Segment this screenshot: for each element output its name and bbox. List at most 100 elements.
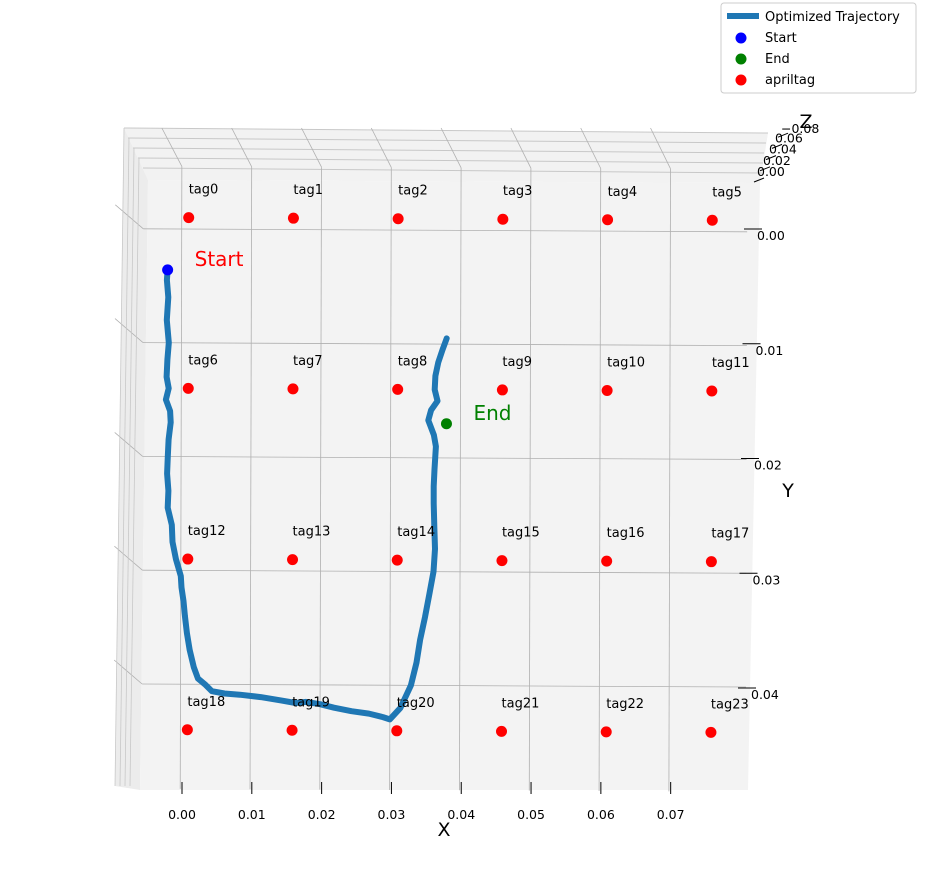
z-pane-gridline: [510, 127, 532, 169]
z-tick-label: 0.04: [769, 142, 797, 157]
apriltag-label: tag3: [503, 184, 533, 199]
apriltag-label: tag22: [606, 697, 644, 712]
apriltag-label: tag12: [188, 524, 226, 539]
apriltag-label: tag19: [292, 695, 330, 710]
apriltag-label: tag18: [187, 695, 225, 710]
apriltag-point: [600, 726, 612, 738]
apriltag-point: [497, 213, 509, 225]
apriltag-label: tag15: [502, 526, 540, 541]
z-axis: 0.000.020.040.06−0.08: [753, 121, 819, 183]
apriltag-point: [392, 383, 404, 395]
start-label: Start: [195, 247, 244, 271]
left-pane-gridline: [113, 659, 143, 685]
end-point: [440, 418, 452, 430]
apriltag-point: [601, 555, 613, 567]
y-tick-label: 0.01: [756, 343, 784, 358]
legend-swatch-end: [735, 53, 747, 65]
apriltag-label: tag1: [293, 183, 323, 198]
apriltag-label: tag11: [712, 356, 750, 371]
z-tick-label: −0.08: [781, 121, 819, 136]
x-tick-label: 0.04: [447, 807, 475, 822]
apriltag-label: tag10: [607, 355, 645, 370]
y-tick-label: 0.00: [757, 228, 785, 243]
apriltag-point: [706, 385, 718, 397]
apriltag-label: tag4: [608, 185, 638, 200]
legend-swatch-start: [735, 32, 747, 44]
legend-label-trajectory: Optimized Trajectory: [765, 10, 900, 25]
y-axis-label: Y: [781, 480, 794, 502]
x-gridline: [528, 168, 532, 791]
apriltag-point: [705, 556, 717, 568]
z-pane-gridline: [231, 127, 253, 167]
z-pane-gridline: [161, 127, 183, 167]
z-pane-gridline: [301, 127, 322, 168]
x-gridline: [459, 167, 462, 791]
y-gridline: [142, 456, 747, 460]
y-axis: 0.00 0.01 0.02 0.03 0.04: [738, 228, 785, 702]
legend-label-end: End: [765, 52, 790, 67]
x-tick-label: 0.06: [587, 807, 615, 822]
y-gridline: [142, 683, 746, 688]
x-tick-label: 0.00: [168, 807, 196, 822]
apriltag-point: [286, 724, 298, 736]
apriltag-label: tag13: [293, 525, 331, 540]
apriltag-point: [183, 212, 195, 224]
apriltag-label: tag5: [712, 185, 742, 200]
apriltag-point: [601, 384, 613, 396]
legend-label-start: Start: [765, 31, 797, 46]
x-axis: 0.00 0.01 0.02 0.03 0.04 0.05 0.06 0.07: [168, 782, 685, 822]
z-tick-label: 0.02: [763, 153, 791, 168]
x-gridline: [598, 168, 602, 791]
z-tick-label: 0.06: [775, 130, 803, 145]
apriltag-label: tag6: [188, 353, 218, 368]
z-pane-gridline: [650, 127, 671, 170]
apriltag-label: tag8: [398, 354, 428, 369]
y-gridline: [142, 569, 747, 574]
start-point: [162, 264, 174, 276]
apriltag-point: [496, 555, 508, 567]
x-tick-label: 0.01: [238, 807, 266, 822]
trajectory-series: [162, 266, 450, 723]
apriltag-point: [182, 382, 194, 394]
z-tick-mark: [759, 166, 771, 172]
apriltag-point: [287, 383, 299, 395]
legend-frame: [720, 2, 917, 94]
z-tick-mark: [753, 177, 765, 183]
left-pane-edge: [124, 147, 135, 787]
x-gridline: [249, 166, 253, 790]
z-tick-label: 0.00: [757, 164, 785, 179]
apriltag-label: tag23: [711, 697, 749, 712]
left-pane-gridline: [114, 432, 143, 457]
floor-pane: [140, 180, 760, 790]
apriltag-point: [391, 554, 403, 566]
apriltag-label: tag0: [189, 183, 219, 198]
left-pane-edge: [119, 137, 130, 787]
z-axis-label: Z: [799, 111, 812, 133]
x-tick-label: 0.07: [657, 807, 685, 822]
left-pane-gridline: [115, 204, 144, 230]
x-gridline: [319, 167, 322, 790]
x-tick-label: 0.05: [517, 807, 545, 822]
legend: Optimized Trajectory Start End apriltag: [720, 2, 917, 94]
legend-swatch-apriltag: [735, 74, 747, 86]
apriltag-point: [391, 725, 403, 737]
apriltag-label: tag21: [502, 696, 540, 711]
x-axis-label: X: [437, 819, 450, 841]
trajectory-line: [162, 266, 450, 723]
left-pane-gridline: [114, 318, 144, 343]
apriltag-label: tag2: [398, 184, 428, 199]
x-tick-label: 0.02: [308, 807, 336, 822]
apriltag-point: [496, 384, 508, 396]
z-tick-mark: [765, 155, 777, 161]
y-tick-label: 0.02: [754, 458, 782, 473]
y-tick-label: 0.03: [753, 572, 781, 587]
legend-label-apriltag: apriltag: [765, 73, 815, 88]
apriltag-label: tag17: [711, 527, 749, 542]
apriltag-point: [496, 725, 508, 737]
end-label: End: [473, 401, 511, 425]
y-tick-label: 0.04: [751, 687, 779, 702]
start-end-markers: Start End: [162, 247, 511, 430]
z-pane-gridline: [370, 127, 392, 168]
z-pane-top: [124, 128, 768, 183]
